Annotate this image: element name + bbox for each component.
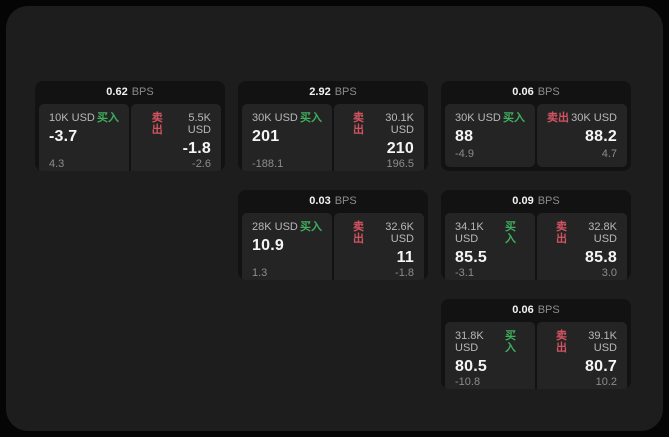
buy-delta: 1.3 xyxy=(252,267,268,279)
buy-tag: 买入 xyxy=(300,221,322,233)
bps-header: 0.06 BPS xyxy=(441,299,631,322)
buy-amount: 10K USD xyxy=(49,112,95,124)
main-panel: 0.62 BPS 10K USD 买入 -3.7 4.3 卖出 5.5K USD xyxy=(6,6,663,431)
buy-tile[interactable]: 31.8K USD 买入 80.5 -10.8 xyxy=(445,322,535,389)
buy-tag: 买入 xyxy=(503,112,525,124)
quote-card: 2.92 BPS 30K USD 买入 201 -188.1 卖出 30.1K … xyxy=(238,81,428,171)
quote-grid: 0.62 BPS 10K USD 买入 -3.7 4.3 卖出 5.5K USD xyxy=(35,81,663,389)
sell-tile[interactable]: 卖出 30.1K USD 210 196.5 xyxy=(334,104,424,171)
buy-amount: 30K USD xyxy=(252,112,298,124)
bps-header: 0.06 BPS xyxy=(441,81,631,104)
sell-tile[interactable]: 卖出 39.1K USD 80.7 10.2 xyxy=(537,322,627,389)
buy-tag: 买入 xyxy=(505,221,517,245)
bps-value: 0.06 xyxy=(512,304,534,316)
bps-value: 0.06 xyxy=(512,86,534,98)
sell-tag: 卖出 xyxy=(352,112,364,136)
sell-price: 85.8 xyxy=(585,249,617,266)
sell-price: 11 xyxy=(396,249,414,266)
buy-tile[interactable]: 34.1K USD 买入 85.5 -3.1 xyxy=(445,213,535,280)
sell-tag: 卖出 xyxy=(547,112,569,124)
quote-card: 0.09 BPS 34.1K USD 买入 85.5 -3.1 卖出 32.8K… xyxy=(441,190,631,280)
sell-delta: 4.7 xyxy=(601,148,617,160)
bps-header: 2.92 BPS xyxy=(238,81,428,104)
sell-price: -1.8 xyxy=(182,140,211,157)
buy-delta: -3.1 xyxy=(455,267,474,279)
bps-header: 0.03 BPS xyxy=(238,190,428,213)
bps-unit: BPS xyxy=(537,195,560,207)
buy-amount: 34.1K USD xyxy=(455,221,484,245)
bps-value: 0.09 xyxy=(512,195,534,207)
sell-tag: 卖出 xyxy=(555,221,567,245)
sell-amount: 30.1K USD xyxy=(385,112,414,136)
buy-tile[interactable]: 30K USD 买入 88 -4.9 xyxy=(445,104,535,167)
quote-card: 0.62 BPS 10K USD 买入 -3.7 4.3 卖出 5.5K USD xyxy=(35,81,225,171)
sell-delta: 10.2 xyxy=(595,376,617,388)
buy-delta: 4.3 xyxy=(49,158,65,170)
sell-delta: 3.0 xyxy=(601,267,617,279)
sell-amount: 5.5K USD xyxy=(187,112,211,136)
sell-tile[interactable]: 卖出 32.6K USD 11 -1.8 xyxy=(334,213,424,280)
buy-amount: 30K USD xyxy=(455,112,501,124)
bps-header: 0.09 BPS xyxy=(441,190,631,213)
buy-delta: -188.1 xyxy=(252,158,284,170)
sell-tag: 卖出 xyxy=(151,112,163,136)
sell-amount: 32.8K USD xyxy=(588,221,617,245)
buy-tag: 买入 xyxy=(97,112,119,124)
bps-value: 0.03 xyxy=(309,195,331,207)
bps-unit: BPS xyxy=(537,304,560,316)
buy-price: 88 xyxy=(455,128,474,145)
bps-header: 0.62 BPS xyxy=(35,81,225,104)
buy-price: 10.9 xyxy=(252,237,284,254)
buy-delta: -4.9 xyxy=(455,148,474,160)
sell-price: 210 xyxy=(386,140,414,157)
bps-unit: BPS xyxy=(537,86,560,98)
sell-price: 88.2 xyxy=(585,128,617,145)
sell-price: 80.7 xyxy=(585,358,617,375)
sell-amount: 32.6K USD xyxy=(385,221,414,245)
sell-delta: 196.5 xyxy=(386,158,414,170)
buy-tile[interactable]: 28K USD 买入 10.9 1.3 xyxy=(242,213,332,280)
sell-tile[interactable]: 卖出 32.8K USD 85.8 3.0 xyxy=(537,213,627,280)
bps-unit: BPS xyxy=(131,86,154,98)
bps-value: 0.62 xyxy=(106,86,128,98)
buy-price: 85.5 xyxy=(455,249,487,266)
buy-amount: 28K USD xyxy=(252,221,298,233)
buy-tile[interactable]: 10K USD 买入 -3.7 4.3 xyxy=(39,104,129,171)
sell-tile[interactable]: 卖出 30K USD 88.2 4.7 xyxy=(537,104,627,167)
buy-tag: 买入 xyxy=(505,330,517,354)
buy-price: 201 xyxy=(252,128,280,145)
buy-delta: -10.8 xyxy=(455,376,481,388)
buy-price: -3.7 xyxy=(49,128,78,145)
bps-value: 2.92 xyxy=(309,86,331,98)
buy-tile[interactable]: 30K USD 买入 201 -188.1 xyxy=(242,104,332,171)
buy-amount: 31.8K USD xyxy=(455,330,484,354)
buy-price: 80.5 xyxy=(455,358,487,375)
sell-tag: 卖出 xyxy=(352,221,364,245)
quote-card: 0.06 BPS 30K USD 买入 88 -4.9 卖出 30K USD xyxy=(441,81,631,171)
sell-delta: -1.8 xyxy=(395,267,414,279)
sell-delta: -2.6 xyxy=(192,158,211,170)
sell-tile[interactable]: 卖出 5.5K USD -1.8 -2.6 xyxy=(131,104,221,171)
bps-unit: BPS xyxy=(334,86,357,98)
sell-amount: 30K USD xyxy=(571,112,617,124)
sell-tag: 卖出 xyxy=(555,330,567,354)
buy-tag: 买入 xyxy=(300,112,322,124)
quote-card: 0.03 BPS 28K USD 买入 10.9 1.3 卖出 32.6K US… xyxy=(238,190,428,280)
bps-unit: BPS xyxy=(334,195,357,207)
sell-amount: 39.1K USD xyxy=(588,330,617,354)
quote-card: 0.06 BPS 31.8K USD 买入 80.5 -10.8 卖出 39.1… xyxy=(441,299,631,389)
